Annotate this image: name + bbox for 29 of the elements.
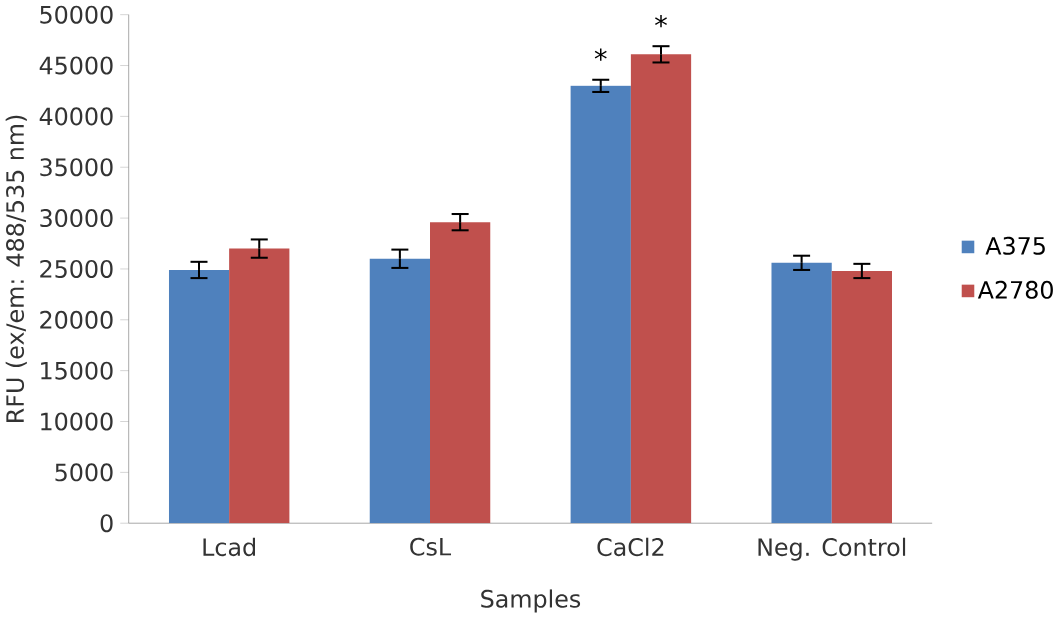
x-tick-label: Lcad xyxy=(203,537,255,557)
bar xyxy=(630,54,692,524)
annotation: * xyxy=(594,48,607,61)
x-tick-label: CaCl2 xyxy=(597,537,664,557)
bar xyxy=(430,222,491,524)
legend-label: A375 xyxy=(985,236,1045,255)
x-tick-label: Neg. Control xyxy=(758,537,906,561)
y-tick-label: 45000 xyxy=(39,56,113,75)
y-tick-label: 5000 xyxy=(55,463,113,482)
y-tick-label: 15000 xyxy=(41,361,113,380)
y-tick-label: 50000 xyxy=(40,5,113,24)
x-axis-title: Samples xyxy=(481,589,581,613)
annotation: * xyxy=(655,14,667,28)
bar xyxy=(771,262,832,524)
legend-label: A2780 xyxy=(977,280,1053,299)
bar xyxy=(570,85,631,524)
y-tick-label: 40000 xyxy=(39,107,113,126)
y-axis-title: RFU (ex/em: 488/535 nm) xyxy=(5,115,27,422)
x-tick-label: CsL xyxy=(410,537,452,556)
bar xyxy=(229,248,290,524)
y-tick-label: 25000 xyxy=(40,259,113,278)
bar xyxy=(369,258,431,524)
y-tick-label: 10000 xyxy=(41,412,113,431)
y-tick-label: 35000 xyxy=(40,158,113,177)
y-tick-label: 30000 xyxy=(40,209,113,228)
bar xyxy=(831,270,892,524)
y-tick-label: 0 xyxy=(100,514,113,533)
y-tick-label: 20000 xyxy=(40,310,113,329)
bar xyxy=(168,269,230,524)
